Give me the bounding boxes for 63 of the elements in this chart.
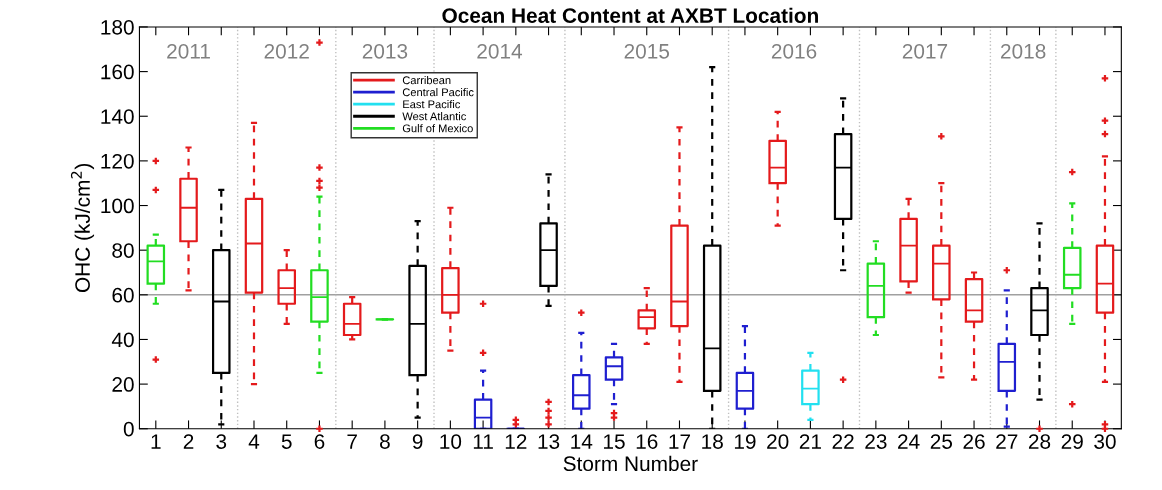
y-tick-label: 120	[101, 153, 134, 169]
x-tick-label: 8	[380, 434, 390, 449]
point	[315, 176, 324, 186]
x-tick-label: 9	[412, 434, 423, 449]
x-tick-label: 12	[505, 434, 527, 449]
annotation: 2017	[902, 43, 948, 59]
legend-label: West Atlantic	[402, 112, 467, 121]
x-tick-label: 16	[636, 434, 658, 449]
x-tick-label: 20	[767, 434, 789, 449]
x-tick-label: 7	[347, 434, 357, 449]
x-tick-label: 6	[314, 434, 325, 449]
point	[315, 163, 324, 172]
y-tick-label: 60	[112, 287, 134, 303]
x-tick-label: 1	[151, 434, 161, 449]
annotation: 2013	[362, 43, 408, 59]
x-tick-label: 24	[898, 434, 920, 449]
y-tick-label: 20	[112, 377, 134, 392]
x-tick-label: 22	[832, 434, 854, 449]
chart-title: Ocean Heat Content at AXBT Location	[442, 7, 818, 23]
point	[151, 355, 161, 364]
y-tick-label: 180	[101, 19, 134, 35]
annotation: 2016	[771, 43, 817, 59]
x-axis-title: Storm Number	[563, 455, 698, 472]
x-tick-label: 25	[930, 434, 953, 449]
annotation: 2014	[477, 43, 523, 59]
point	[544, 406, 553, 416]
annotation: 2015	[624, 43, 670, 59]
x-tick-label: 30	[1094, 434, 1116, 449]
x-tick-label: 21	[799, 434, 821, 449]
x-tick-label: 18	[702, 434, 723, 449]
x-tick-label: 17	[669, 434, 691, 449]
x-tick-label: 29	[1061, 434, 1083, 449]
annotation: 2018	[1001, 43, 1046, 59]
x-tick-label: 23	[865, 434, 887, 449]
annotation: 2011	[167, 43, 210, 59]
x-tick-label: 2	[183, 434, 194, 449]
legend-label: East Pacific	[403, 100, 461, 109]
point	[544, 397, 553, 407]
x-tick-label: 11	[473, 434, 493, 449]
x-tick-label: 27	[996, 434, 1018, 449]
x-tick-label: 26	[963, 434, 985, 449]
x-tick-label: 5	[281, 434, 292, 449]
x-tick-label: 10	[440, 434, 462, 449]
legend-label: Carribean	[402, 76, 451, 85]
point	[544, 413, 553, 422]
y-tick-label: 140	[101, 109, 134, 124]
x-tick-label: 4	[248, 434, 260, 449]
annotation: 2012	[264, 43, 309, 59]
x-tick-label: 3	[216, 434, 227, 449]
x-tick-label: 19	[734, 434, 756, 449]
y-tick-label: 160	[101, 64, 134, 80]
point	[315, 38, 324, 47]
y-tick-label: 80	[112, 243, 134, 258]
x-tick-label: 14	[571, 434, 593, 449]
y-tick-label: 100	[101, 198, 134, 214]
x-tick-label: 15	[604, 434, 625, 449]
y-axis-title: OHC (kJ/cm$^{2}$)	[70, 163, 95, 293]
legend-label: Gulf of Mexico	[402, 124, 473, 133]
legend-label: Central Pacific	[402, 88, 474, 97]
y-tick-label: 40	[111, 332, 134, 348]
y-tick-label: 0	[123, 421, 134, 437]
x-tick-label: 28	[1028, 434, 1051, 449]
x-tick-label: 13	[538, 434, 560, 449]
